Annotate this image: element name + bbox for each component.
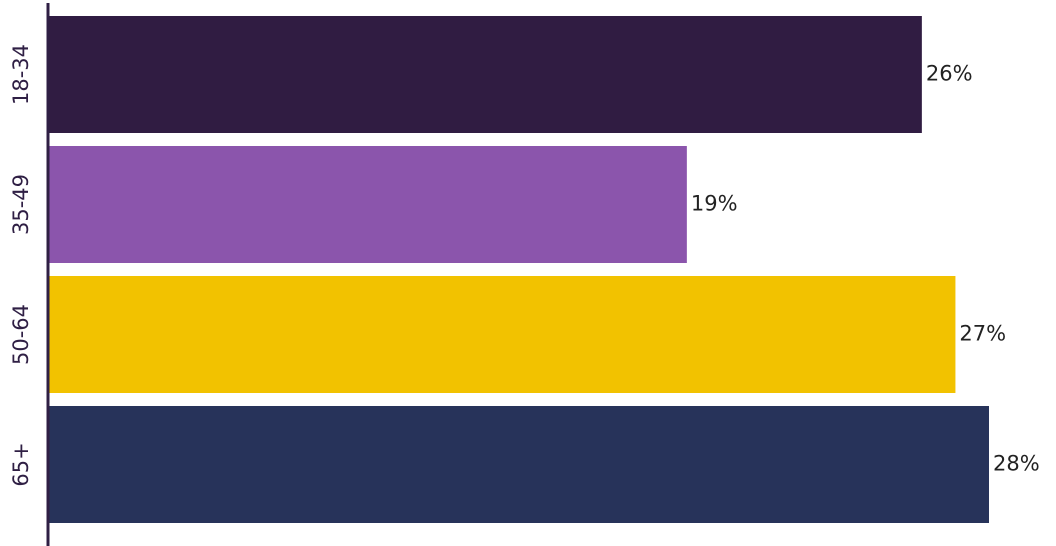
bar-65 — [49, 406, 989, 523]
bars-layer — [49, 16, 989, 523]
category-label-35-49: 35-49 — [9, 174, 33, 235]
value-label-18-34: 26% — [926, 62, 973, 86]
category-label-65: 65+ — [9, 442, 33, 486]
value-label-35-49: 19% — [691, 192, 738, 216]
category-label-50-64: 50-64 — [9, 304, 33, 365]
bar-35-49 — [49, 146, 687, 263]
value-label-50-64: 27% — [959, 322, 1006, 346]
bar-18-34 — [49, 16, 922, 133]
value-label-65: 28% — [993, 452, 1040, 476]
category-label-18-34: 18-34 — [9, 44, 33, 105]
labels-layer: 26% 18-34 19% 35-49 27% 50-64 28% 65+ — [9, 44, 1040, 487]
bar-50-64 — [49, 276, 956, 393]
